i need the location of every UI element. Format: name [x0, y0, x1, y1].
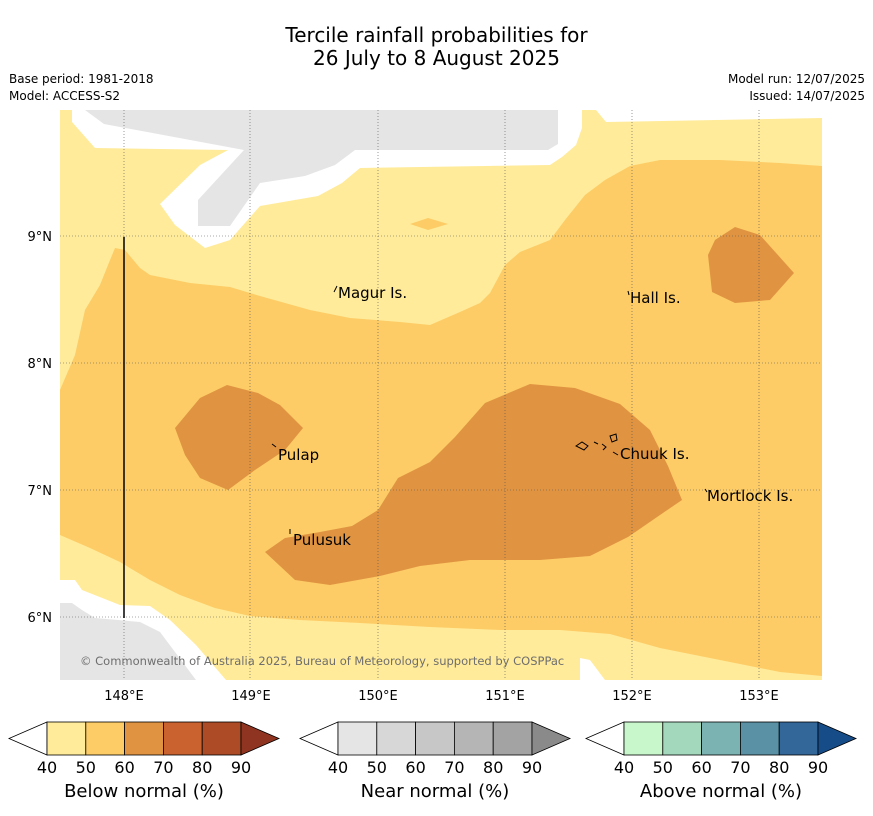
- model-run-date: Model run: 12/07/2025: [727, 72, 865, 86]
- zone-below-60-70-northeast: [708, 227, 794, 303]
- lon-tick-151: 151°E: [485, 689, 525, 704]
- map-title-line-2: 26 July to 8 August 2025: [313, 46, 560, 70]
- colorbar-above-bin-40: [623, 721, 664, 756]
- lon-tick-149: 149°E: [231, 689, 271, 704]
- zone-gap-south: [580, 658, 605, 680]
- lon-tick-148: 148°E: [104, 689, 144, 704]
- place-label-hall: Hall Is.: [630, 289, 681, 307]
- zone-below-60-70-central: [265, 384, 682, 585]
- lon-tick-153: 153°E: [739, 689, 779, 704]
- place-label-pulusuk: Pulusuk: [293, 531, 351, 549]
- zone-below-50-60-lens: [410, 218, 448, 230]
- place-labels: Magur Is. Hall Is. Pulap Chuuk Is. Mortl…: [278, 284, 793, 549]
- colorbar-above-lower-extend: [584, 721, 625, 756]
- lon-tick-labels: 148°E 149°E 150°E 151°E 152°E 153°E: [104, 689, 779, 704]
- colorbars: 40 50 60 70 80 90 40 50 60 70 80 90 40 50 60 70 80 90: [7, 721, 858, 777]
- colorbar-below-bin-70: [162, 721, 203, 756]
- colorbar-above-upper-extend: [817, 721, 858, 756]
- colorbar-above-bin-70: [740, 721, 780, 756]
- zone-below-40-50-south: [60, 535, 822, 680]
- mortlock-island-mark: [704, 488, 708, 493]
- colorbar-above-tick: 90: [808, 758, 828, 777]
- lat-tick-8: 8°N: [28, 357, 53, 372]
- lat-tick-labels: 9°N 8°N 7°N 6°N: [28, 230, 53, 626]
- lat-tick-9: 9°N: [28, 230, 53, 245]
- pulap-island-mark: [271, 443, 277, 448]
- place-label-chuuk: Chuuk Is.: [620, 445, 689, 463]
- colorbar-near-bin-60: [415, 721, 455, 756]
- colorbar-label-above: Above normal (%): [639, 781, 803, 802]
- colorbar-near-bin-70: [453, 721, 494, 756]
- map-title-line-1: Tercile rainfall probabilities for: [285, 23, 588, 47]
- colorbar-near-tick: 50: [367, 758, 387, 777]
- colorbar-near-bin-50: [376, 721, 416, 756]
- colorbar-above-tick: 60: [691, 758, 711, 777]
- colorbar-below-tick: 80: [192, 758, 212, 777]
- zone-near-normal-north: [85, 110, 558, 226]
- colorbar-below-tick: 40: [37, 758, 57, 777]
- place-label-pulap: Pulap: [278, 446, 319, 464]
- colorbar-above-tick: 70: [730, 758, 750, 777]
- colorbar-near-upper-extend: [531, 721, 572, 756]
- zone-near-normal-north-cap: [582, 110, 822, 122]
- colorbar-below-bin-40: [46, 721, 87, 756]
- model-name: Model: ACCESS-S2: [9, 89, 121, 103]
- colorbar-below-tick: 60: [114, 758, 134, 777]
- place-label-magur: Magur Is.: [338, 284, 407, 302]
- colorbar-near-bin-40: [337, 721, 378, 756]
- base-period: Base period: 1981-2018: [9, 72, 154, 86]
- zone-near-normal-south: [60, 603, 196, 680]
- place-label-mortlock: Mortlock Is.: [707, 487, 793, 505]
- colorbar-above-bin-50: [662, 721, 702, 756]
- colorbar-below-upper-extend: [240, 721, 281, 756]
- colorbar-below-lower-extend: [7, 721, 48, 756]
- chuuk-lagoon-mark: [575, 433, 619, 456]
- colorbar-near-tick: 80: [483, 758, 503, 777]
- colorbar-below-bin-50: [85, 721, 126, 756]
- colorbar-below-bin-80: [201, 721, 242, 756]
- colorbar-near-tick: 70: [444, 758, 464, 777]
- colorbar-above-bin-80: [778, 721, 819, 756]
- hall-island-mark: [627, 290, 630, 296]
- lon-tick-150: 150°E: [358, 689, 398, 704]
- issued-date: Issued: 14/07/2025: [749, 89, 865, 103]
- colorbar-below-bin-60: [124, 721, 164, 756]
- zone-below-40-50-speck: [98, 224, 101, 232]
- colorbar-near-tick: 90: [522, 758, 542, 777]
- colorbar-label-near: Near normal (%): [360, 781, 510, 802]
- lat-tick-7: 7°N: [28, 484, 53, 499]
- magur-island-mark: [333, 285, 338, 293]
- colorbar-near-lower-extend: [298, 721, 339, 756]
- colorbar-above-bin-60: [701, 721, 741, 756]
- colorbar-near-tick: 40: [328, 758, 348, 777]
- lon-tick-152: 152°E: [612, 689, 652, 704]
- colorbar-label-below: Below normal (%): [64, 781, 224, 802]
- colorbar-above-tick: 50: [653, 758, 673, 777]
- zone-below-60-70-west: [175, 385, 303, 490]
- colorbar-near-bin-80: [492, 721, 533, 756]
- map-field: [60, 110, 822, 680]
- colorbar-below-tick: 50: [76, 758, 96, 777]
- lat-tick-6: 6°N: [28, 611, 53, 626]
- copyright-credit: © Commonwealth of Australia 2025, Bureau…: [80, 654, 564, 668]
- colorbar-below-tick: 90: [231, 758, 251, 777]
- colorbar-above-tick: 80: [769, 758, 789, 777]
- colorbar-near-tick: 60: [405, 758, 425, 777]
- island-marks: [271, 285, 708, 534]
- colorbar-above-tick: 40: [614, 758, 634, 777]
- colorbar-below-tick: 70: [153, 758, 173, 777]
